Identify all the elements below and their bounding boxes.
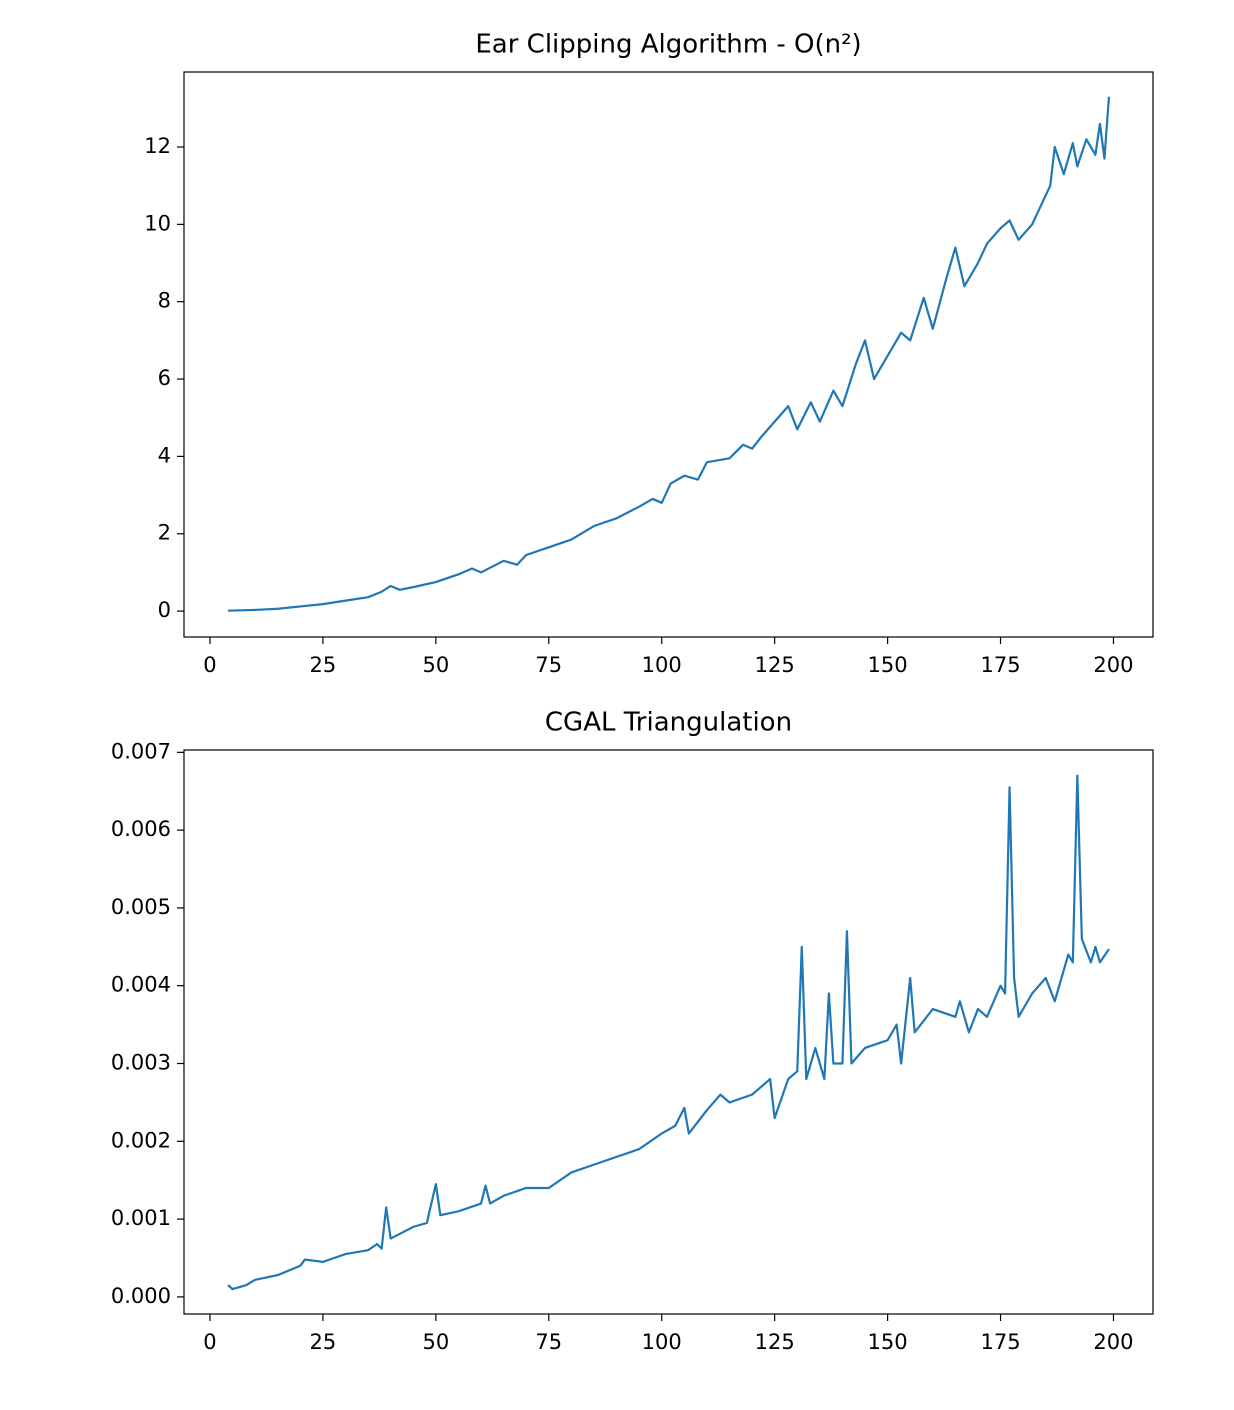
x-tick-label: 175 (980, 1330, 1020, 1354)
y-tick-label: 0.002 (111, 1128, 171, 1152)
y-tick-label: 0 (158, 598, 171, 622)
x-tick-label: 25 (310, 1330, 337, 1354)
x-tick-label: 0 (203, 1330, 216, 1354)
x-tick-label: 75 (535, 653, 562, 677)
y-tick-label: 0.007 (111, 739, 171, 763)
x-tick-label: 150 (868, 1330, 908, 1354)
x-tick-label: 25 (310, 653, 337, 677)
y-tick-label: 0.001 (111, 1206, 171, 1230)
x-tick-label: 125 (755, 653, 795, 677)
y-tick-label: 4 (158, 443, 171, 467)
y-tick-label: 10 (144, 211, 171, 235)
y-tick-label: 0.005 (111, 895, 171, 919)
y-tick-label: 0.006 (111, 817, 171, 841)
chart-title: Ear Clipping Algorithm - O(n²) (475, 30, 861, 60)
x-tick-label: 200 (1093, 1330, 1133, 1354)
y-tick-label: 0.003 (111, 1051, 171, 1075)
y-tick-label: 0.000 (111, 1284, 171, 1308)
x-tick-label: 125 (755, 1330, 795, 1354)
chart-title: CGAL Triangulation (545, 708, 792, 738)
x-tick-label: 0 (203, 653, 216, 677)
x-tick-label: 100 (642, 653, 682, 677)
x-tick-label: 50 (422, 1330, 449, 1354)
x-tick-label: 200 (1093, 653, 1133, 677)
y-tick-label: 6 (158, 366, 171, 390)
line (228, 96, 1111, 612)
x-tick-label: 100 (642, 1330, 682, 1354)
y-tick-label: 0.004 (111, 973, 171, 997)
y-tick-label: 8 (158, 289, 171, 313)
y-tick-label: 2 (158, 521, 171, 545)
plot-frame (183, 749, 1154, 1315)
line (227, 774, 1110, 1291)
x-tick-label: 150 (868, 653, 908, 677)
x-tick-label: 175 (980, 653, 1020, 677)
x-tick-label: 50 (422, 653, 449, 677)
x-tick-label: 75 (535, 1330, 562, 1354)
y-tick-label: 12 (144, 134, 171, 158)
plot-frame (183, 71, 1154, 638)
